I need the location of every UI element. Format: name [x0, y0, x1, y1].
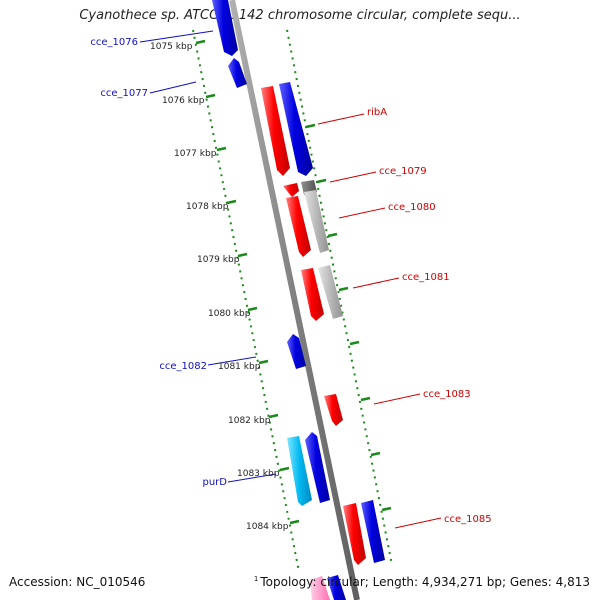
label-cce-1081[interactable]: cce_1081 — [402, 272, 450, 283]
topology-text: 1 Topology: circular; Length: 4,934,271 b… — [254, 575, 590, 589]
gene-pink-bottom — [310, 576, 330, 600]
gene-cce-1077[interactable] — [228, 58, 247, 88]
label-cce-1080[interactable]: cce_1080 — [388, 202, 436, 213]
tick-label-1079: 1079 kbp — [197, 255, 240, 265]
gene-cce-1085[interactable] — [361, 500, 385, 563]
label-purD[interactable]: purD — [203, 477, 228, 488]
gene-red-small[interactable] — [283, 183, 299, 197]
tick-label-1078: 1078 kbp — [186, 202, 229, 212]
right-gene-labels: ribA cce_1079 cce_1080 cce_1081 cce_1083… — [367, 107, 492, 525]
gene-cce-1081[interactable] — [318, 265, 343, 319]
gene-red-3[interactable] — [301, 268, 324, 321]
gene-ribA[interactable] — [279, 82, 313, 176]
tick-label-1075: 1075 kbp — [150, 42, 193, 52]
label-cce-1079[interactable]: cce_1079 — [379, 166, 427, 177]
genome-backbone — [229, 0, 360, 600]
tick-labels: 1075 kbp 1076 kbp 1077 kbp 1078 kbp 1079… — [150, 42, 289, 532]
gene-red-4[interactable] — [343, 503, 366, 565]
gene-red-1[interactable] — [261, 86, 290, 176]
tick-label-1076: 1076 kbp — [162, 96, 205, 106]
left-gene-labels: cce_1076 cce_1077 cce_1082 purD — [90, 37, 227, 488]
label-cce-1085[interactable]: cce_1085 — [444, 514, 492, 525]
label-cce-1077[interactable]: cce_1077 — [100, 88, 148, 99]
gene-cce-1076[interactable] — [212, 0, 238, 56]
tick-label-1084: 1084 kbp — [246, 522, 289, 532]
left-major-ticks — [195, 39, 300, 525]
accession-text: Accession: NC_010546 — [9, 575, 146, 589]
label-ribA[interactable]: ribA — [367, 107, 387, 118]
tick-label-1081: 1081 kbp — [218, 362, 261, 372]
gene-cce-1080[interactable] — [304, 190, 329, 253]
gene-blue-purD-neighbor[interactable] — [305, 432, 330, 503]
gene-blue-bottom — [327, 575, 346, 600]
label-cce-1083[interactable]: cce_1083 — [423, 389, 471, 400]
gene-cce-1083[interactable] — [324, 394, 343, 426]
footnote-mark: 1 — [253, 575, 259, 583]
gene-cce-1082[interactable] — [287, 334, 306, 369]
label-cce-1082[interactable]: cce_1082 — [159, 361, 207, 372]
tick-label-1080: 1080 kbp — [208, 309, 251, 319]
left-tick-track — [192, 29, 300, 573]
left-leader-lines — [139, 30, 277, 483]
right-major-ticks — [305, 123, 392, 512]
gene-red-2[interactable] — [286, 196, 311, 257]
tick-label-1083: 1083 kbp — [237, 469, 280, 479]
label-cce-1076[interactable]: cce_1076 — [90, 37, 138, 48]
gene-features — [212, 0, 385, 600]
topology-summary: Topology: circular; Length: 4,934,271 bp… — [260, 575, 590, 589]
map-title: Cyanothece sp. ATCC 51142 chromosome cir… — [79, 8, 521, 23]
right-leader-lines — [317, 113, 442, 529]
gene-purD[interactable] — [287, 436, 312, 506]
tick-label-1077: 1077 kbp — [174, 149, 217, 159]
tick-label-1082: 1082 kbp — [228, 416, 271, 426]
